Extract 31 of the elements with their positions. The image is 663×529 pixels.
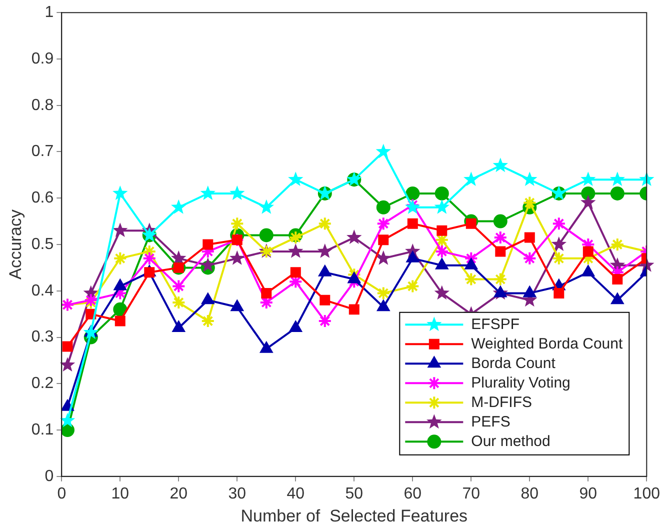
y-tick-label: 0.7 [31,143,54,160]
y-tick-label: 0 [44,468,54,485]
x-tick-label: 50 [345,485,364,502]
x-tick-label: 90 [579,485,598,502]
x-tick-label: 0 [57,485,66,502]
x-tick-label: 30 [228,485,246,502]
x-tick-label: 80 [520,485,539,502]
y-tick-label: 0.8 [31,96,54,114]
y-tick-label: 0.3 [31,328,54,346]
y-tick-label: 1 [44,4,54,22]
x-tick-label: 100 [633,485,660,502]
legend-label: Weighted Borda Count [471,335,624,352]
y-tick-label: 0.4 [31,282,54,300]
x-axis-title: Number of Selected Features [240,506,468,526]
x-tick-label: 40 [286,485,305,502]
y-tick-label: 0.5 [31,236,54,253]
legend-label: Our method [471,432,550,450]
legend-label: Plurality Voting [471,374,570,392]
y-tick-label: 0.2 [31,375,54,392]
legend-label: Borda Count [471,354,556,372]
y-tick-label: 0.1 [31,421,54,438]
legend-label: EFSPF [471,316,520,333]
y-tick-label: 0.6 [31,190,54,207]
x-tick-label: 70 [462,485,480,502]
x-tick-label: 60 [404,485,422,502]
y-axis-title: Accuracy [6,209,25,280]
x-tick-label: 10 [111,485,130,502]
legend-label: PEFS [471,413,510,430]
y-tick-label: 0.9 [31,50,54,68]
legend-label: M-DFIFS [471,394,532,411]
x-tick-label: 20 [170,485,188,502]
